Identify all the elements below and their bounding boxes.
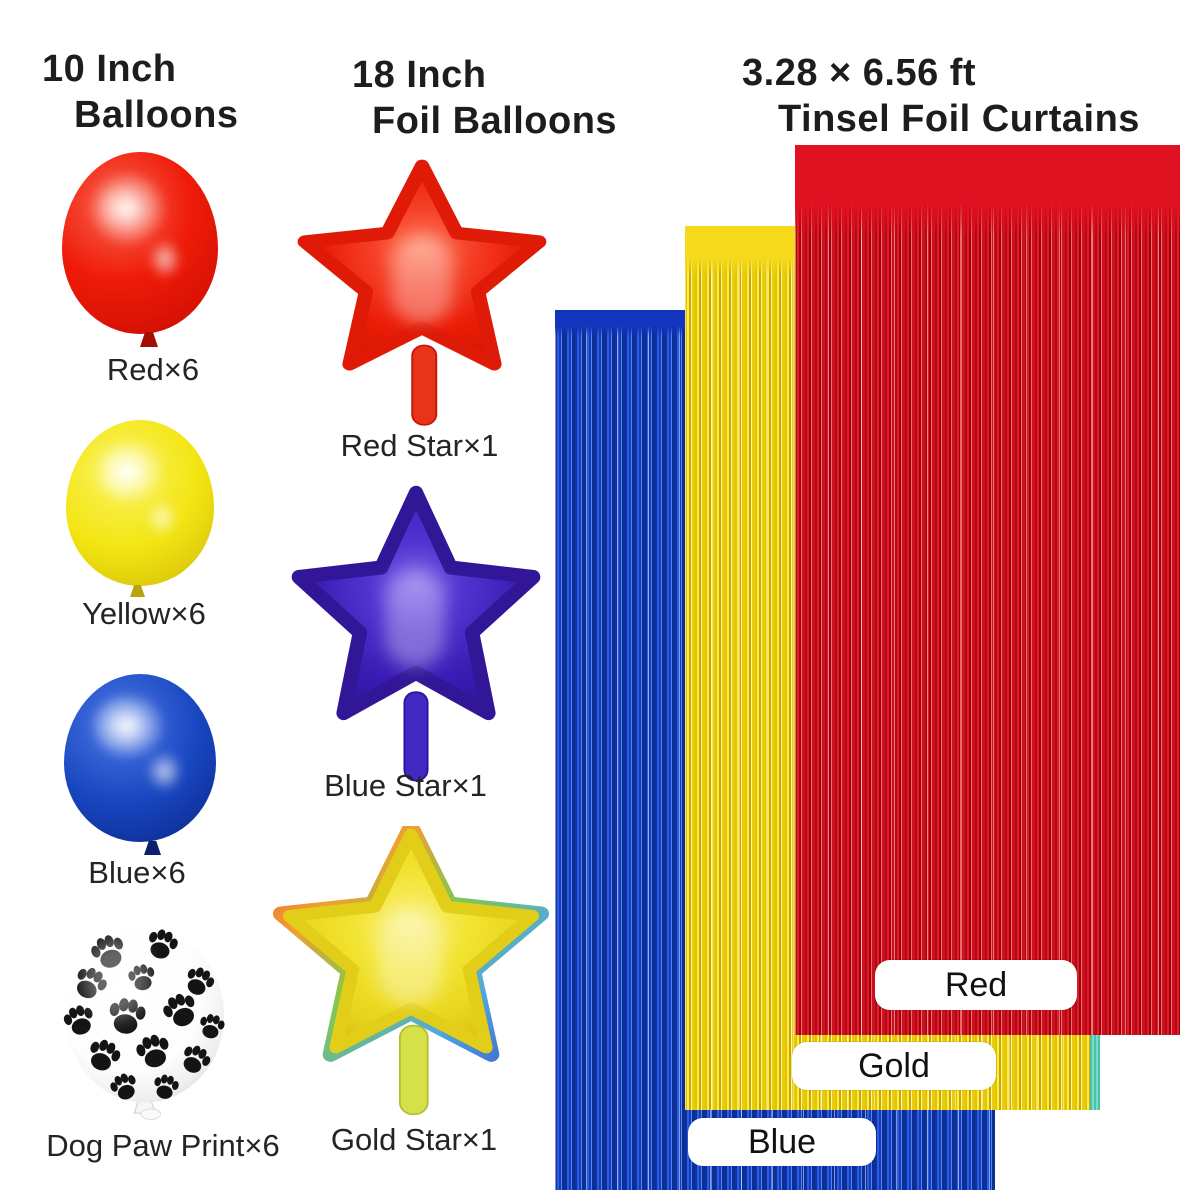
label-chip-red: Red bbox=[875, 960, 1077, 1010]
balloon-highlight bbox=[146, 751, 183, 792]
heading-foil-line2: Foil Balloons bbox=[372, 100, 618, 142]
red-curtain-header bbox=[795, 145, 1180, 237]
balloon-valve bbox=[403, 691, 429, 782]
teal-edge-strip bbox=[1090, 1032, 1100, 1110]
red-star-balloon bbox=[288, 158, 556, 426]
balloon-valve bbox=[398, 1024, 429, 1116]
caption-gold-star: Gold Star×1 bbox=[330, 1122, 498, 1157]
chip-blue-text: Blue bbox=[747, 1122, 817, 1161]
dog-paw-print-balloon bbox=[61, 926, 227, 1121]
red-latex-balloon bbox=[62, 152, 218, 347]
caption-blue-balloon: Blue×6 bbox=[88, 855, 186, 890]
chip-gold-text: Gold bbox=[858, 1046, 930, 1085]
heading-latex-line1: 10 Inch bbox=[42, 48, 177, 90]
label-chip-blue: Blue bbox=[688, 1118, 876, 1166]
balloon-knot bbox=[144, 841, 161, 855]
heading-curtains-line2: Tinsel Foil Curtains bbox=[778, 98, 1140, 140]
caption-blue-star: Blue Star×1 bbox=[324, 768, 487, 803]
caption-paw-balloon: Dog Paw Print×6 bbox=[46, 1128, 280, 1163]
balloon-valve bbox=[411, 344, 438, 426]
heading-latex-line2: Balloons bbox=[74, 94, 239, 136]
caption-red-balloon: Red×6 bbox=[106, 352, 200, 387]
yellow-latex-balloon bbox=[66, 420, 214, 597]
balloon-highlight bbox=[86, 170, 169, 247]
balloon-knot bbox=[130, 585, 145, 597]
balloon-highlight bbox=[145, 499, 179, 537]
balloon-highlight bbox=[88, 690, 168, 762]
caption-yellow-balloon: Yellow×6 bbox=[82, 596, 206, 631]
gold-star-balloon bbox=[272, 826, 550, 1116]
balloon-knot bbox=[140, 332, 158, 347]
heading-curtains-line1: 3.28 × 6.56 ft bbox=[742, 52, 977, 94]
heading-foil-line1: 18 Inch bbox=[352, 54, 487, 96]
heading-curtains: 3.28 × 6.56 ft Tinsel Foil Curtains bbox=[742, 50, 1140, 142]
heading-latex-balloons: 10 Inch Balloons bbox=[42, 46, 238, 138]
caption-red-star: Red Star×1 bbox=[340, 428, 499, 463]
balloon-highlight bbox=[89, 436, 167, 507]
blue-latex-balloon bbox=[64, 674, 216, 855]
heading-foil-balloons: 18 Inch Foil Balloons bbox=[352, 52, 617, 144]
balloon-highlight bbox=[147, 239, 183, 280]
balloon-knot bbox=[140, 1108, 162, 1121]
chip-red-text: Red bbox=[944, 965, 1008, 1004]
label-chip-gold: Gold bbox=[792, 1042, 996, 1090]
red-curtain-fringe bbox=[795, 145, 1180, 1035]
blue-star-balloon bbox=[282, 484, 550, 782]
red-tinsel-curtain bbox=[795, 145, 1180, 1035]
